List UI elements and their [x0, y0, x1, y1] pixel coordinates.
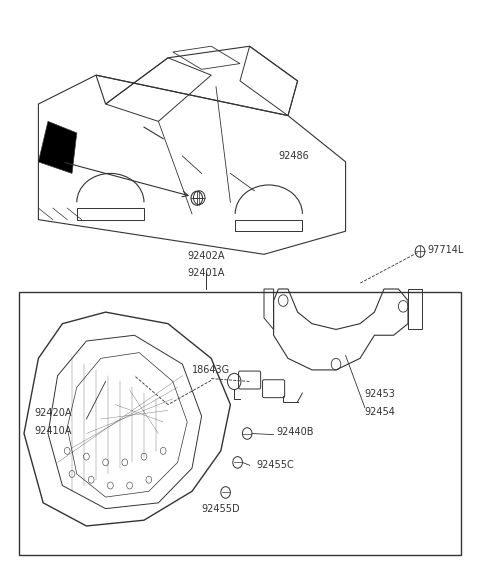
Text: 18643G: 18643G	[192, 365, 230, 375]
Text: 92401A: 92401A	[188, 268, 225, 278]
Bar	[19, 292, 461, 555]
Polygon shape	[38, 121, 77, 173]
Text: 92454: 92454	[365, 407, 396, 417]
Text: 92486: 92486	[278, 151, 309, 161]
Text: 92455C: 92455C	[257, 460, 295, 470]
Text: 92410A: 92410A	[34, 426, 72, 436]
Text: 92455D: 92455D	[202, 504, 240, 514]
Text: 92440B: 92440B	[276, 427, 313, 438]
Text: 97714L: 97714L	[427, 244, 464, 255]
Text: 92420A: 92420A	[34, 408, 72, 418]
Text: 92453: 92453	[365, 389, 396, 399]
Text: 92402A: 92402A	[188, 251, 225, 261]
